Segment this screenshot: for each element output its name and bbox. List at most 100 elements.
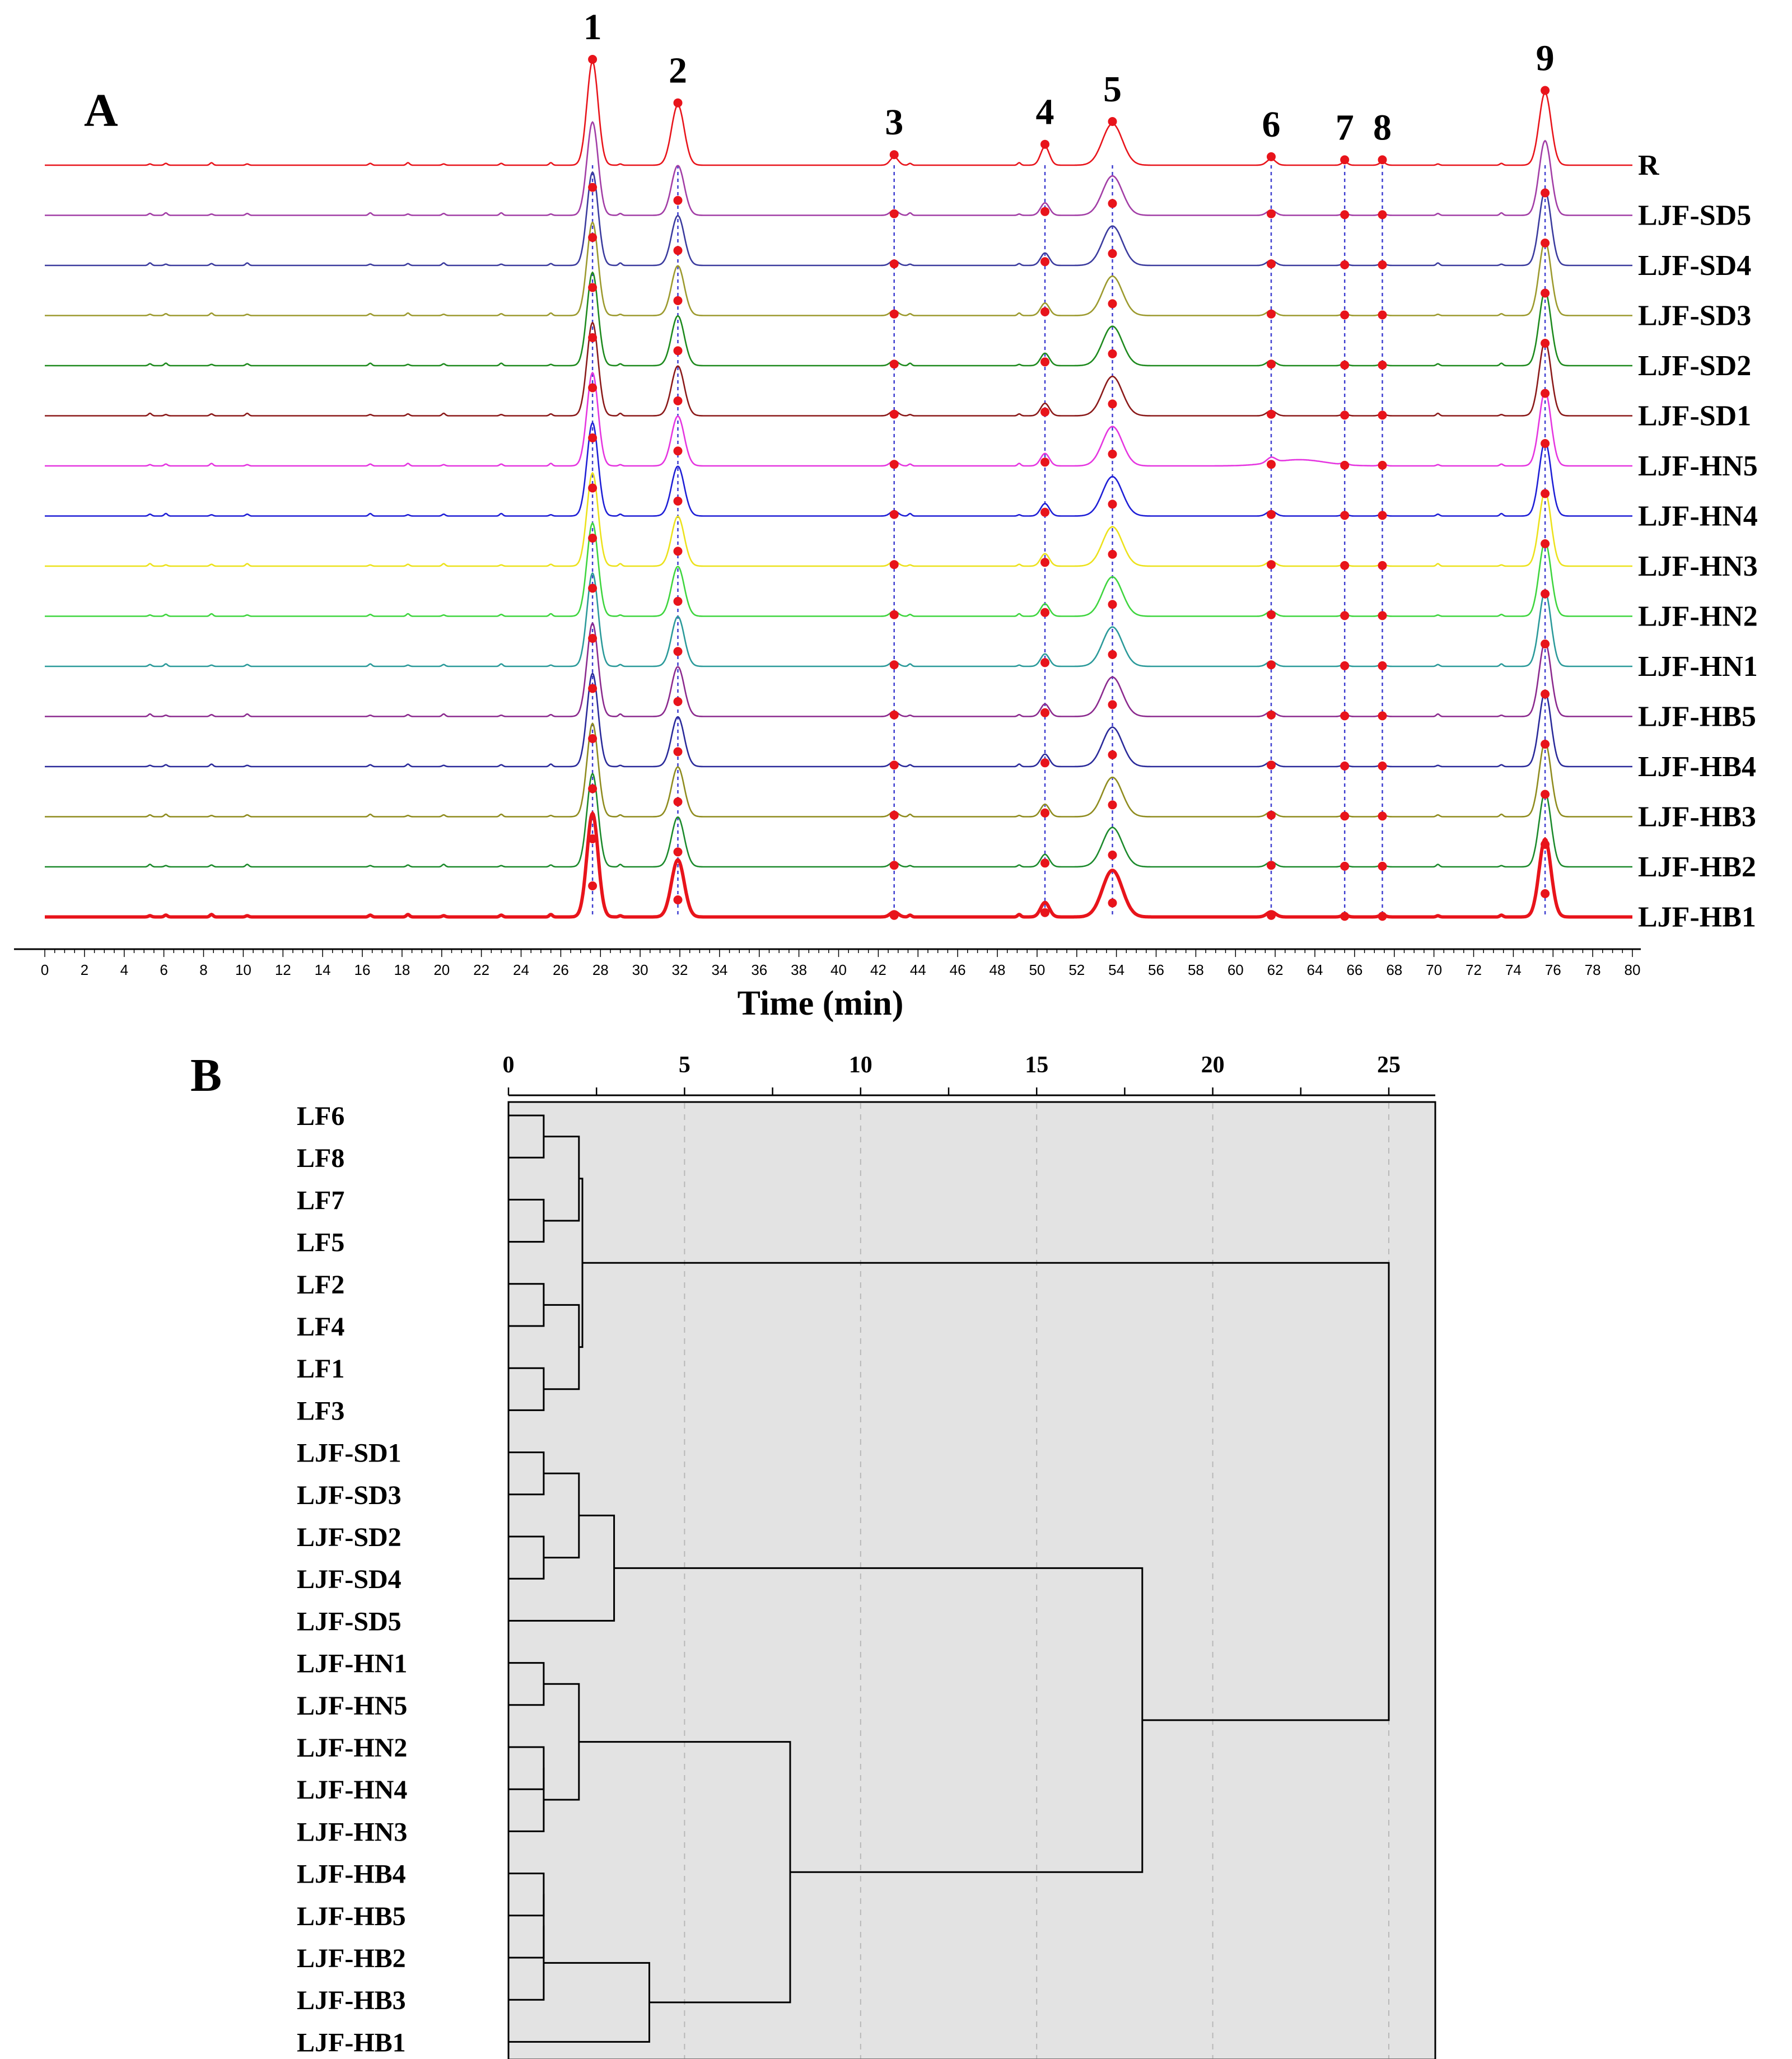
peak-marker-ljf-hb2-6	[1267, 861, 1276, 870]
x-tick-label-80: 80	[1625, 961, 1641, 978]
peak-marker-ljf-sd4-1	[588, 233, 598, 242]
peak-marker-ljf-hn2-5	[1108, 600, 1117, 609]
trace-ljf-hb4	[45, 672, 1632, 768]
leaf-label-lf3: LF3	[297, 1396, 344, 1426]
x-tick-label-34: 34	[711, 961, 727, 978]
peak-marker-ljf-sd5-2	[673, 195, 683, 205]
x-tick-label-50: 50	[1029, 961, 1045, 978]
peak-marker-ljf-hb3-3	[889, 810, 899, 820]
x-tick-label-6: 6	[160, 961, 167, 978]
leaf-label-lf8: LF8	[297, 1143, 344, 1173]
trace-ljf-sd2	[45, 271, 1632, 367]
peak-marker-ljf-sd5-3	[889, 209, 899, 218]
x-tick-label-68: 68	[1386, 961, 1402, 978]
peak-marker-ljf-hb4-1	[588, 734, 598, 743]
peak-marker-ljf-sd1-2	[673, 396, 683, 405]
peak-marker-ljf-hn1-7	[1340, 661, 1350, 670]
peak-markers	[588, 55, 1550, 921]
peak-label-4: 4	[1036, 92, 1054, 133]
leaf-label-ljf-hn5: LJF-HN5	[297, 1691, 407, 1721]
trace-ljf-hb1	[45, 810, 1632, 919]
peak-marker-ljf-hn3-8	[1378, 561, 1387, 570]
peak-marker-ljf-hn2-4	[1040, 608, 1049, 617]
peak-marker-ljf-hb5-7	[1340, 711, 1350, 721]
peak-label-5: 5	[1103, 69, 1122, 110]
peak-marker-ljf-sd4-5	[1108, 249, 1117, 258]
peak-marker-ljf-sd3-4	[1040, 307, 1049, 316]
peak-marker-ljf-hn3-3	[889, 560, 899, 569]
peak-label-2: 2	[669, 50, 687, 91]
peak-label-1: 1	[584, 7, 602, 48]
peak-marker-r-8	[1378, 155, 1387, 165]
leaf-label-ljf-sd4: LJF-SD4	[297, 1565, 402, 1594]
x-tick-label-24: 24	[513, 961, 529, 978]
leaf-label-ljf-hn3: LJF-HN3	[297, 1817, 407, 1847]
peak-marker-ljf-sd1-4	[1040, 407, 1049, 417]
dendrogram-link-m11	[508, 1514, 615, 1622]
peak-marker-ljf-hn2-9	[1541, 589, 1550, 599]
peak-marker-r-2	[673, 98, 683, 108]
trace-labels: R LJF-SD5 LJF-SD4 LJF-SD3 LJF-SD2 LJF-SD1 LJF-…	[1638, 150, 1758, 933]
peak-marker-ljf-hn4-8	[1378, 511, 1387, 520]
peak-marker-ljf-hn2-2	[673, 596, 683, 606]
trace-ljf-hn4	[45, 421, 1632, 517]
leaf-label-lf4: LF4	[297, 1312, 344, 1342]
trace-label-ljf-sd2: LJF-SD2	[1638, 350, 1751, 382]
peak-marker-ljf-sd5-5	[1108, 199, 1117, 208]
x-tick-label-62: 62	[1267, 961, 1284, 978]
peak-label-8: 8	[1373, 107, 1392, 148]
peak-marker-ljf-hn5-9	[1541, 439, 1550, 448]
peak-marker-ljf-sd3-7	[1340, 310, 1350, 320]
trace-label-ljf-hb4: LJF-HB4	[1638, 751, 1756, 783]
peak-marker-ljf-sd4-6	[1267, 259, 1276, 269]
peak-marker-r-9	[1541, 86, 1550, 95]
x-tick-label-8: 8	[199, 961, 207, 978]
peak-marker-ljf-sd2-4	[1040, 357, 1049, 367]
top-axis-label-15: 15	[1025, 1052, 1048, 1078]
top-axis-label-0: 0	[503, 1052, 515, 1078]
leaf-label-ljf-hb1: LJF-HB1	[297, 2028, 406, 2057]
x-tick-label-54: 54	[1108, 961, 1124, 978]
peak-marker-ljf-hb2-2	[673, 847, 683, 857]
peak-marker-ljf-hb4-3	[889, 760, 899, 770]
peak-marker-r-3	[889, 150, 899, 160]
x-tick-label-0: 0	[41, 961, 49, 978]
peak-marker-ljf-sd3-3	[889, 309, 899, 319]
peak-marker-ljf-hn3-1	[588, 534, 598, 543]
peak-marker-ljf-sd3-5	[1108, 299, 1117, 309]
leaf-label-ljf-hn2: LJF-HN2	[297, 1733, 407, 1763]
x-tick-label-22: 22	[473, 961, 489, 978]
peak-marker-ljf-hn1-5	[1108, 650, 1117, 659]
x-tick-label-40: 40	[830, 961, 847, 978]
x-tick-label-38: 38	[791, 961, 807, 978]
trace-r	[45, 60, 1632, 166]
peak-marker-ljf-sd1-8	[1378, 410, 1387, 420]
leaf-label-ljf-hn4: LJF-HN4	[297, 1775, 407, 1805]
peak-marker-ljf-hn3-2	[673, 547, 683, 556]
dendrogram-link-m19	[508, 1962, 650, 2043]
x-tick-label-76: 76	[1545, 961, 1561, 978]
trace-ljf-hn5	[45, 371, 1632, 467]
peak-marker-r-6	[1267, 152, 1276, 161]
x-tick-label-42: 42	[870, 961, 886, 978]
peak-marker-ljf-hb4-8	[1378, 761, 1387, 771]
peak-marker-ljf-hn1-2	[673, 647, 683, 656]
peak-marker-ljf-hb2-7	[1340, 861, 1350, 871]
peak-marker-ljf-hn4-1	[588, 483, 598, 493]
peak-marker-ljf-hb1-1	[588, 881, 598, 890]
peak-marker-ljf-hb1-5	[1108, 898, 1117, 908]
peak-marker-ljf-hb3-1	[588, 784, 598, 793]
peak-marker-ljf-sd1-3	[889, 409, 899, 419]
peak-label-7: 7	[1336, 107, 1354, 148]
peak-marker-ljf-sd2-5	[1108, 349, 1117, 358]
peak-marker-ljf-hn1-8	[1378, 661, 1387, 670]
leaf-label-ljf-sd2: LJF-SD2	[297, 1523, 402, 1552]
leaf-label-lf5: LF5	[297, 1228, 344, 1258]
trace-label-ljf-hb2: LJF-HB2	[1638, 851, 1756, 883]
peak-marker-ljf-hb2-4	[1040, 858, 1049, 868]
x-tick-label-30: 30	[632, 961, 648, 978]
dendrogram-top-axis: 0 5 10 15 20 25	[503, 1052, 1435, 1096]
trace-ljf-hb3	[45, 722, 1632, 818]
peak-marker-r-4	[1040, 139, 1049, 149]
peak-marker-ljf-hn5-6	[1267, 460, 1276, 469]
